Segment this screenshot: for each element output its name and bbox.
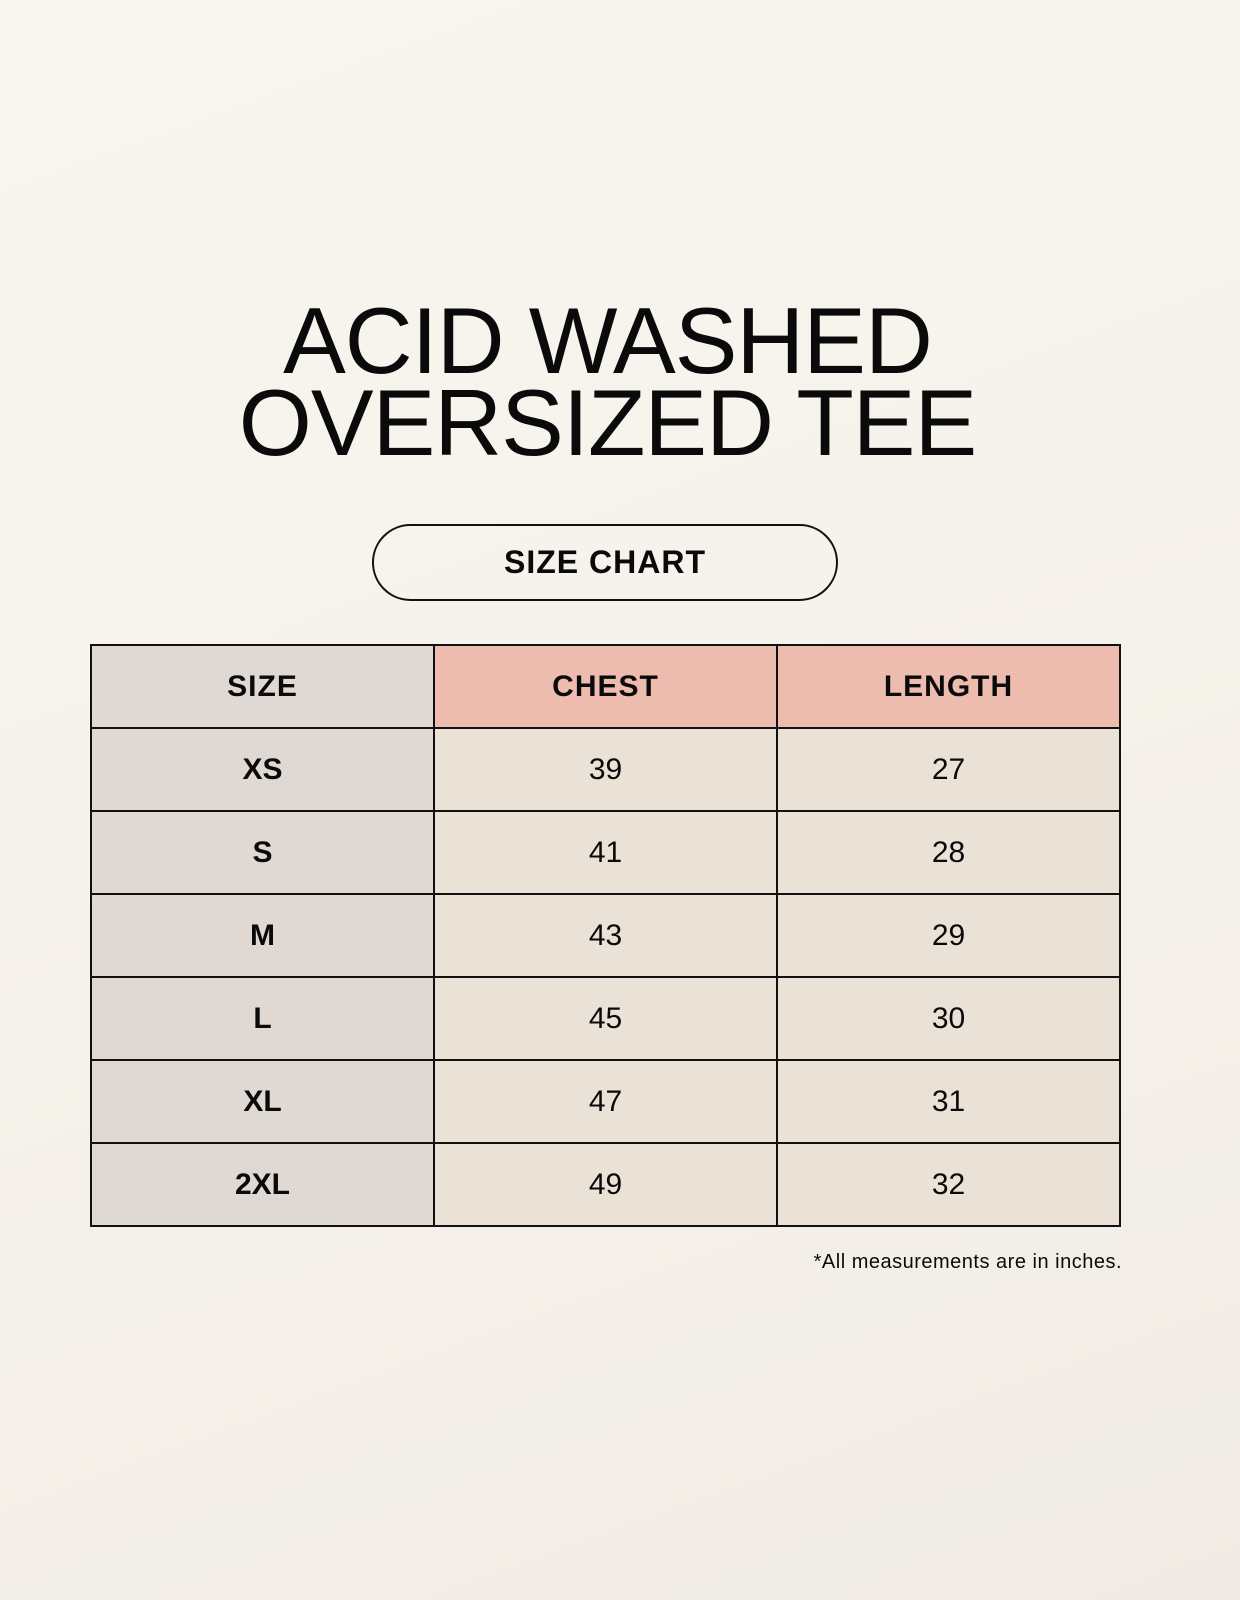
table-row: S 41 28 [90, 810, 1121, 895]
size-cell: XL [90, 1059, 435, 1144]
length-cell: 28 [776, 810, 1121, 895]
size-table: SIZE CHEST LENGTH XS 39 27 S 41 28 M 43 29 L 45 30 X… [90, 644, 1121, 1227]
chest-cell: 47 [433, 1059, 778, 1144]
table-row: XS 39 27 [90, 727, 1121, 812]
length-cell: 27 [776, 727, 1121, 812]
table-row: 2XL 49 32 [90, 1142, 1121, 1227]
size-chart-badge: SIZE CHART [372, 524, 838, 601]
size-cell: M [90, 893, 435, 978]
chest-cell: 41 [433, 810, 778, 895]
table-row: XL 47 31 [90, 1059, 1121, 1144]
header-size: SIZE [90, 644, 435, 729]
header-chest: CHEST [433, 644, 778, 729]
table-row: M 43 29 [90, 893, 1121, 978]
title-line-2: OVERSIZED TEE [238, 370, 977, 475]
length-cell: 30 [776, 976, 1121, 1061]
length-cell: 32 [776, 1142, 1121, 1227]
length-cell: 31 [776, 1059, 1121, 1144]
footnote: *All measurements are in inches. [813, 1251, 1122, 1273]
title-line-1: ACID WASHED [283, 288, 933, 393]
table-row: L 45 30 [90, 976, 1121, 1061]
chest-cell: 39 [433, 727, 778, 812]
size-cell: 2XL [90, 1142, 435, 1227]
page-title: ACID WASHED OVERSIZED TEE [0, 288, 1215, 475]
length-cell: 29 [776, 893, 1121, 978]
table-header-row: SIZE CHEST LENGTH [90, 644, 1121, 729]
size-cell: L [90, 976, 435, 1061]
chest-cell: 43 [433, 893, 778, 978]
header-length: LENGTH [776, 644, 1121, 729]
size-cell: XS [90, 727, 435, 812]
chest-cell: 49 [433, 1142, 778, 1227]
chest-cell: 45 [433, 976, 778, 1061]
size-cell: S [90, 810, 435, 895]
